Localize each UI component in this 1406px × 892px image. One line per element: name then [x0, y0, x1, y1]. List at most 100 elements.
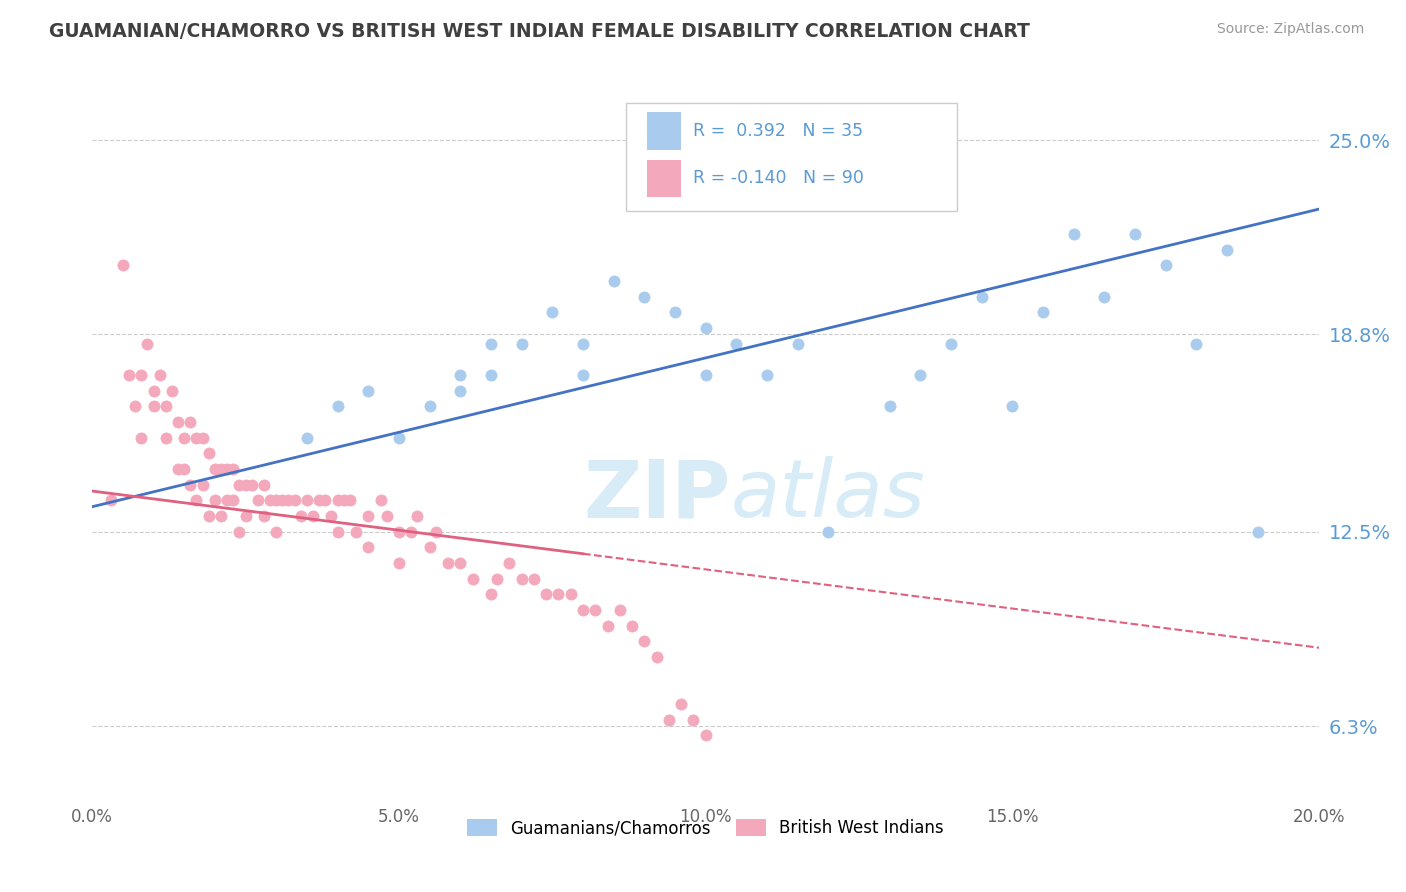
FancyBboxPatch shape	[647, 160, 681, 197]
Text: atlas: atlas	[730, 457, 925, 534]
Point	[609, 603, 631, 617]
Point	[633, 290, 655, 304]
Point	[425, 524, 447, 539]
Point	[1032, 305, 1054, 319]
Point	[326, 400, 349, 414]
Point	[246, 493, 269, 508]
Point	[271, 493, 294, 508]
Point	[547, 587, 569, 601]
Point	[602, 274, 624, 288]
Point	[910, 368, 932, 383]
Point	[173, 462, 195, 476]
Point	[222, 462, 245, 476]
Point	[449, 556, 471, 570]
Point	[321, 509, 343, 524]
Point	[326, 493, 349, 508]
Point	[209, 462, 232, 476]
Point	[1154, 259, 1177, 273]
Point	[344, 524, 367, 539]
Point	[1216, 243, 1239, 257]
Point	[222, 493, 245, 508]
Point	[399, 524, 422, 539]
Text: ZIP: ZIP	[583, 457, 730, 534]
Point	[449, 384, 471, 398]
Point	[314, 493, 336, 508]
Point	[596, 619, 619, 633]
Point	[149, 368, 172, 383]
Point	[167, 415, 190, 429]
Point	[302, 509, 325, 524]
Point	[129, 431, 152, 445]
Point	[449, 368, 471, 383]
Point	[357, 384, 380, 398]
Point	[1123, 227, 1146, 241]
Point	[142, 400, 165, 414]
Point	[264, 524, 287, 539]
Point	[197, 509, 219, 524]
Point	[572, 336, 595, 351]
Point	[136, 336, 159, 351]
Point	[332, 493, 354, 508]
Point	[388, 556, 411, 570]
Point	[339, 493, 361, 508]
Point	[217, 462, 239, 476]
Point	[167, 462, 190, 476]
Point	[621, 619, 644, 633]
Point	[939, 336, 962, 351]
Point	[486, 572, 509, 586]
Point	[523, 572, 546, 586]
Point	[191, 477, 214, 491]
Point	[461, 572, 484, 586]
Point	[179, 477, 201, 491]
Point	[118, 368, 141, 383]
Point	[695, 321, 717, 335]
Point	[510, 572, 533, 586]
Point	[786, 336, 808, 351]
Point	[1185, 336, 1208, 351]
Point	[295, 431, 318, 445]
Point	[510, 336, 533, 351]
Point	[695, 368, 717, 383]
Point	[498, 556, 520, 570]
Text: R =  0.392   N = 35: R = 0.392 N = 35	[693, 122, 863, 140]
Point	[406, 509, 429, 524]
Point	[534, 587, 557, 601]
Point	[197, 446, 219, 460]
Point	[124, 400, 146, 414]
Point	[357, 541, 380, 555]
Point	[235, 477, 257, 491]
Point	[129, 368, 152, 383]
Point	[277, 493, 299, 508]
Point	[879, 400, 901, 414]
Point	[370, 493, 392, 508]
Point	[179, 415, 201, 429]
Point	[235, 509, 257, 524]
Point	[572, 368, 595, 383]
Point	[191, 431, 214, 445]
Point	[326, 524, 349, 539]
Point	[186, 493, 208, 508]
Point	[240, 477, 263, 491]
Point	[264, 493, 287, 508]
Point	[217, 493, 239, 508]
FancyBboxPatch shape	[647, 112, 681, 150]
Point	[479, 587, 502, 601]
Point	[204, 462, 226, 476]
Point	[253, 509, 276, 524]
Point	[664, 305, 686, 319]
Point	[817, 524, 839, 539]
Point	[100, 493, 122, 508]
Point	[560, 587, 582, 601]
Point	[633, 634, 655, 648]
Point	[160, 384, 183, 398]
Point	[1247, 524, 1270, 539]
Point	[645, 650, 668, 665]
Point	[186, 431, 208, 445]
Point	[1094, 290, 1116, 304]
Point	[253, 477, 276, 491]
Point	[682, 713, 704, 727]
Point	[173, 431, 195, 445]
Point	[756, 368, 779, 383]
Point	[419, 400, 441, 414]
Point	[437, 556, 460, 570]
